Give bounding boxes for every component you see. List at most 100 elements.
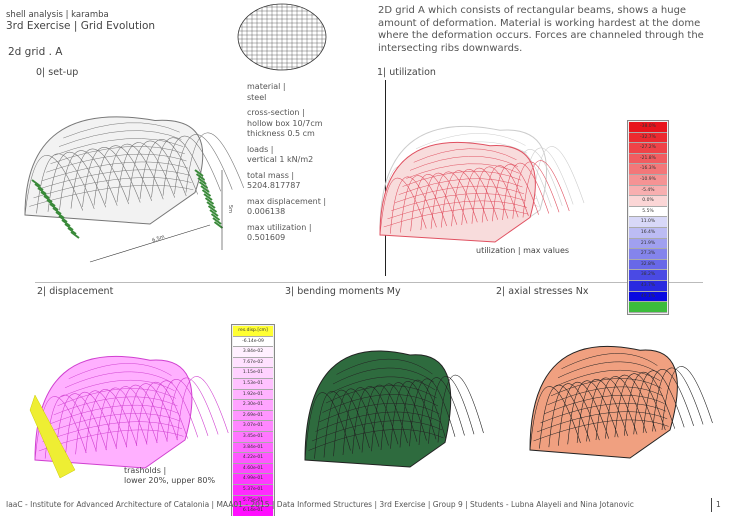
dome-rib [402, 170, 522, 187]
support-arrow [58, 215, 68, 223]
dome-rib [415, 133, 526, 150]
dome-rib [413, 148, 517, 163]
prop-loads: loads | vertical 1 kN/m2 [247, 144, 314, 165]
support-arrow [197, 177, 207, 185]
dome-rib [318, 402, 440, 423]
properties-list: material | steel cross-section | hollow bo… [247, 82, 326, 249]
setup-dome [24, 116, 245, 225]
support-arrow [52, 207, 62, 215]
dome-rib [352, 386, 399, 454]
legend-entry: -27.2% [629, 143, 667, 154]
footer-divider [711, 498, 712, 512]
prop-mass: total mass | 5204.817787 [247, 170, 301, 191]
dome-rib [53, 396, 178, 416]
legend-entry: 16.4% [629, 227, 667, 239]
dome-rib [437, 374, 484, 443]
dome-rib [623, 371, 676, 436]
grid-name: 2d grid . A [8, 46, 63, 58]
dome-rib [42, 421, 183, 443]
legend-entry: 3.07e-01 [233, 421, 273, 432]
section-bending: 3| bending moments My [285, 286, 401, 297]
dome-rib [136, 381, 188, 446]
dome-rib [174, 134, 233, 195]
dome-rib [185, 132, 245, 193]
utilization-legend: -38.0% -32.7% -27.2% -21.8% -16.3% -10.9% -5.4… [627, 120, 669, 315]
legend-entry: -32.7% [629, 132, 667, 144]
utilization-dome [379, 141, 570, 243]
support-arrow [70, 231, 80, 239]
dome-rib [311, 420, 443, 442]
dome-rib [383, 207, 529, 228]
dome-rib [162, 135, 222, 196]
legend-entry: 4.60e-01 [233, 463, 273, 475]
prop-cross-section: cross-section | hollow box 10/7cm thicknes… [247, 108, 323, 138]
dome-rib [314, 391, 361, 459]
dome-rib [529, 346, 678, 459]
support-arrow [209, 209, 219, 217]
dome-rib [57, 388, 177, 407]
dome-rib [46, 153, 187, 173]
legend-entry: 11.0% [629, 217, 667, 228]
dome-rib [540, 403, 666, 424]
dome-rib [567, 380, 619, 445]
dome-rib [325, 385, 437, 404]
legend-title: res.disp.[cm] [233, 326, 273, 337]
dome-rib [151, 137, 210, 198]
dome-rib [139, 139, 199, 199]
section-setup: 0| set-up [36, 67, 79, 78]
dome-rib [418, 377, 465, 446]
dome-rib [391, 193, 526, 212]
legend-entry: 38.2% [629, 270, 667, 281]
legend-entry: 43.7% [629, 280, 667, 292]
dome-rib [37, 169, 190, 190]
section-displacement: 2| displacement [37, 286, 114, 297]
support-arrow [201, 189, 212, 197]
dome-rib [41, 161, 189, 182]
support-arrow [213, 221, 224, 229]
dome-rib [82, 147, 141, 207]
dome-rib [333, 388, 380, 457]
dome-rib [550, 378, 662, 397]
support-arrow [40, 191, 50, 199]
dome-rib [308, 429, 444, 451]
dome-rib [68, 363, 172, 380]
low-threshold-zone [29, 394, 76, 479]
dome-rib [533, 419, 669, 442]
dome-rib [315, 411, 441, 432]
prop-displacement: max displacement | 0.006138 [247, 196, 327, 217]
dome-rib [390, 381, 437, 449]
dome-rib [146, 380, 199, 445]
legend-entry: 3.45e-01 [233, 431, 273, 443]
legend-entry: 49.1% [629, 291, 667, 303]
legend-entry: -38.0% [629, 122, 667, 133]
dome-rib [70, 148, 130, 209]
support-arrow [37, 187, 47, 195]
dome-rib [371, 383, 418, 452]
axial-dome [529, 346, 713, 459]
dome-rib [49, 404, 180, 425]
dome-rib [329, 376, 436, 394]
support-arrow [195, 173, 206, 181]
dome-rib [50, 146, 185, 164]
dimension-height: 5m [227, 204, 234, 214]
support-arrow [34, 183, 44, 191]
dome-rib [116, 142, 176, 203]
legend-entry: 4.22e-01 [233, 453, 273, 464]
horizontal-divider [35, 282, 703, 283]
support-arrow [204, 197, 215, 205]
legend-entry: 7.67e-02 [233, 357, 273, 369]
section-axial: 2| axial stresses Nx [496, 286, 589, 297]
displacement-dome [34, 356, 229, 469]
support-arrow [43, 195, 53, 203]
dome-rib [642, 369, 694, 433]
legend-entry: 2.30e-01 [233, 400, 273, 411]
legend-entry: -6.14e-09 [233, 336, 273, 348]
dome-rib [398, 178, 523, 195]
legend-entry: 3.84e-02 [233, 347, 273, 358]
legend-entry: 32.8% [629, 259, 667, 271]
dome-rib [428, 376, 475, 444]
legend-entry: 3.84e-01 [233, 442, 273, 454]
dome-rib [409, 155, 519, 171]
